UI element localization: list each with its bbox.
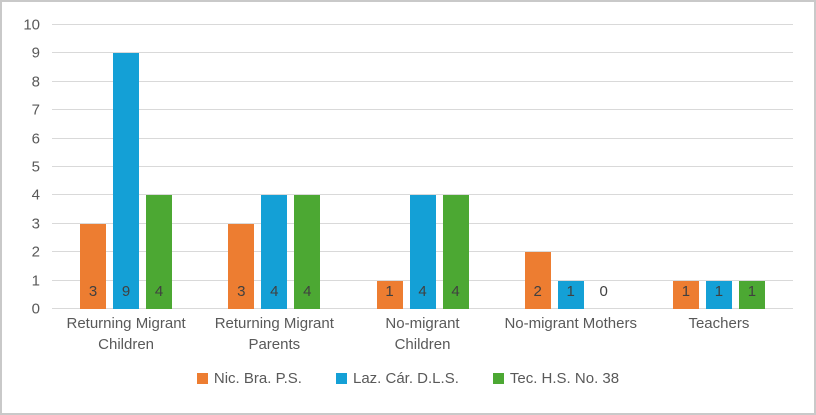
bar-value-label: 4 xyxy=(418,283,427,300)
bar-slot: 2 xyxy=(524,25,551,309)
bar-slot: 4 xyxy=(442,25,469,309)
bar-group: 3 4 4 xyxy=(200,25,348,309)
y-tick-label: 8 xyxy=(31,73,40,91)
bar-value-label: 9 xyxy=(121,283,131,300)
legend-item: Tec. H.S. No. 38 xyxy=(492,370,620,387)
bar-value-label: 1 xyxy=(714,283,724,300)
bar-slot: 1 xyxy=(376,25,403,309)
legend-item: Laz. Cár. D.L.S. xyxy=(335,370,459,387)
bar-value-label: 1 xyxy=(681,283,691,300)
x-category-label: Teachers xyxy=(688,315,750,332)
bar xyxy=(409,195,436,309)
x-axis: Returning Migrant Children Returning Migra… xyxy=(52,314,793,355)
legend-label: Laz. Cár. D.L.S. xyxy=(352,370,459,387)
y-tick-label: 5 xyxy=(31,158,40,176)
bar-slot: 3 xyxy=(80,25,107,309)
bar xyxy=(146,195,173,309)
bar xyxy=(261,195,288,309)
y-tick-label: 0 xyxy=(31,300,40,318)
bar-group: 2 1 0 xyxy=(497,25,645,309)
bar xyxy=(705,280,732,309)
y-axis: 0 1 2 3 4 5 6 7 8 9 10 xyxy=(2,18,40,317)
legend-swatch-icon xyxy=(196,373,208,384)
bar-slot: 4 xyxy=(409,25,436,309)
bar xyxy=(113,53,140,309)
bar-value-label: 4 xyxy=(154,283,164,300)
x-category-label: Returning Migrant Parents xyxy=(214,315,334,353)
bar xyxy=(376,280,403,309)
bar-slot: 0 xyxy=(591,25,617,309)
legend: Nic. Bra. P.S. Laz. Cár. D.L.S. Tec. H.S. … xyxy=(2,371,814,386)
y-tick-label: 10 xyxy=(23,16,40,34)
bar-group: 1 4 4 xyxy=(348,25,496,309)
gridline xyxy=(52,109,793,111)
bar-value-label: 1 xyxy=(747,283,757,300)
legend-label: Nic. Bra. P.S. xyxy=(213,370,302,387)
bar-slot: 1 xyxy=(672,25,699,309)
y-tick-label: 9 xyxy=(31,44,40,62)
bar-slot: 9 xyxy=(113,25,140,309)
bar-value-label: 4 xyxy=(451,283,460,300)
bar-value-label: 1 xyxy=(385,283,394,300)
bar xyxy=(557,280,584,309)
bar-slot: 1 xyxy=(557,25,584,309)
y-tick-label: 1 xyxy=(31,272,40,290)
x-category-label: Returning Migrant Children xyxy=(66,315,186,353)
y-tick-label: 2 xyxy=(31,243,40,261)
bar-value-label: 0 xyxy=(599,283,608,300)
bar xyxy=(294,195,321,309)
gridline xyxy=(52,80,793,82)
y-tick-label: 3 xyxy=(31,215,40,233)
bar xyxy=(524,252,551,309)
bar-slot: 4 xyxy=(146,25,173,309)
bar-value-label: 3 xyxy=(88,283,98,300)
gridline xyxy=(52,24,793,25)
bar xyxy=(228,223,255,309)
bar-slot: 4 xyxy=(294,25,321,309)
bar-slot: 4 xyxy=(261,25,288,309)
bar-group: 1 1 1 xyxy=(645,25,793,309)
gridline xyxy=(52,137,793,139)
gridline xyxy=(52,166,793,167)
bar-group: 3 9 4 xyxy=(52,25,200,309)
legend-label: Tec. H.S. No. 38 xyxy=(509,370,620,387)
bar xyxy=(672,280,699,309)
bars-row: 3 9 4 3 4 4 1 4 4 2 1 0 1 1 1 xyxy=(52,25,793,309)
bar xyxy=(80,223,107,309)
bar-value-label: 1 xyxy=(566,283,575,300)
legend-swatch-icon xyxy=(335,373,347,384)
plot-area: 3 9 4 3 4 4 1 4 4 2 1 0 1 1 1 xyxy=(52,24,793,309)
bar-slot: 3 xyxy=(228,25,255,309)
bar-slot: 1 xyxy=(738,25,765,309)
x-category-label: No-migrant Mothers xyxy=(504,315,637,332)
bar-value-label: 2 xyxy=(533,283,542,300)
bar xyxy=(738,280,765,309)
bar-value-label: 4 xyxy=(270,283,279,300)
legend-item: Nic. Bra. P.S. xyxy=(196,370,302,387)
bar xyxy=(442,195,469,309)
gridline xyxy=(52,52,793,54)
bar-value-label: 4 xyxy=(303,283,312,300)
legend-swatch-icon xyxy=(492,373,504,384)
y-tick-label: 4 xyxy=(31,186,40,204)
bar-slot: 1 xyxy=(705,25,732,309)
x-category-label: No-migrant Children xyxy=(385,315,460,353)
gridline xyxy=(52,194,793,196)
bar-value-label: 3 xyxy=(237,283,246,300)
y-tick-label: 6 xyxy=(31,130,40,148)
y-tick-label: 7 xyxy=(31,101,40,119)
